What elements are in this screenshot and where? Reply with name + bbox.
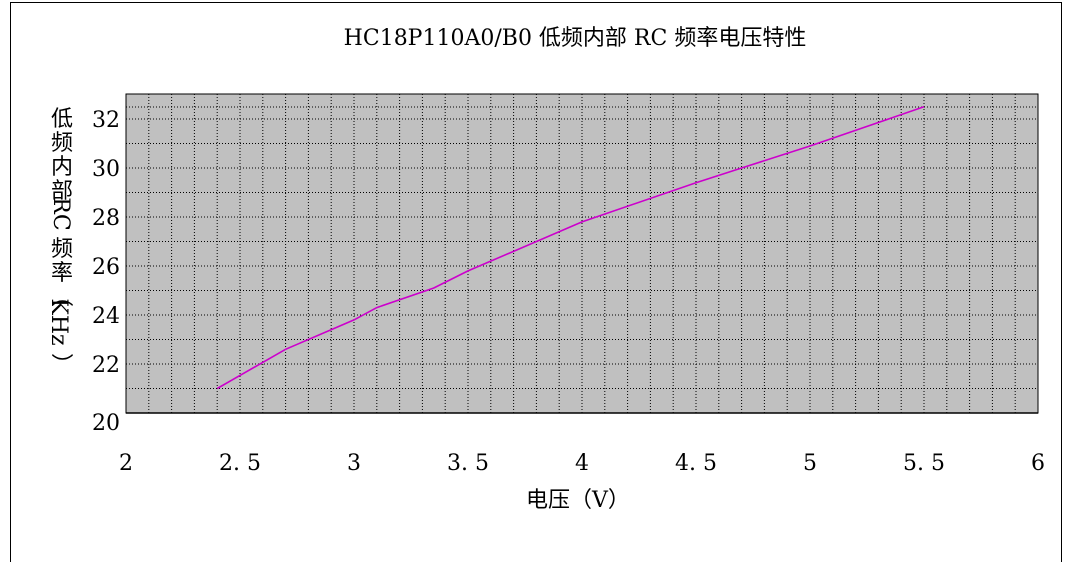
y-tick-label: 28 — [92, 206, 120, 231]
y-tick-label: 22 — [92, 353, 120, 378]
x-tick-label: 5 — [803, 451, 817, 476]
y-tick-label: 24 — [92, 304, 120, 329]
y-axis-label-char: RC — [48, 197, 73, 230]
y-axis-label-char: 率 — [51, 261, 73, 286]
y-axis-label-char: 内 — [51, 155, 73, 180]
plot-area — [125, 93, 1039, 414]
y-axis-label-char: ） — [48, 353, 73, 375]
y-tick-label: 32 — [92, 108, 120, 133]
y-axis-ticks: 20 22 24 26 28 30 32 — [92, 108, 120, 436]
x-tick-label: 4. 5 — [675, 451, 717, 476]
y-tick-label: 20 — [92, 411, 120, 436]
x-axis-label: 电压（V） — [526, 488, 630, 513]
x-tick-label: 6 — [1031, 451, 1045, 476]
x-tick-label: 2. 5 — [219, 451, 261, 476]
x-tick-label: 3. 5 — [447, 451, 489, 476]
x-tick-label: 2 — [119, 451, 133, 476]
y-axis-label-char: （ — [48, 285, 73, 307]
series-line — [216, 106, 925, 390]
chart-frame — [10, 2, 1062, 562]
y-axis-label-char: KHz — [46, 298, 71, 345]
x-tick-label: 4 — [575, 451, 589, 476]
x-axis-ticks: 2 2. 5 3 3. 5 4 4. 5 5 5. 5 6 — [119, 451, 1045, 476]
y-axis-label-char: 部 — [51, 179, 73, 204]
chart-svg: HC18P110A0/B0 低频内部 RC 频率电压特性 20222426283… — [46, 26, 1045, 513]
y-axis-label-char: 频 — [51, 237, 73, 262]
x-tick-label: 3 — [347, 451, 361, 476]
chart-title: HC18P110A0/B0 低频内部 RC 频率电压特性 — [344, 26, 807, 51]
y-tick-label: 26 — [92, 255, 120, 280]
x-tick-label: 5. 5 — [903, 451, 945, 476]
y-tick-label: 30 — [92, 157, 120, 182]
y-axis-label-char: 频 — [51, 131, 73, 156]
y-axis-label-char: 低 — [51, 107, 73, 132]
